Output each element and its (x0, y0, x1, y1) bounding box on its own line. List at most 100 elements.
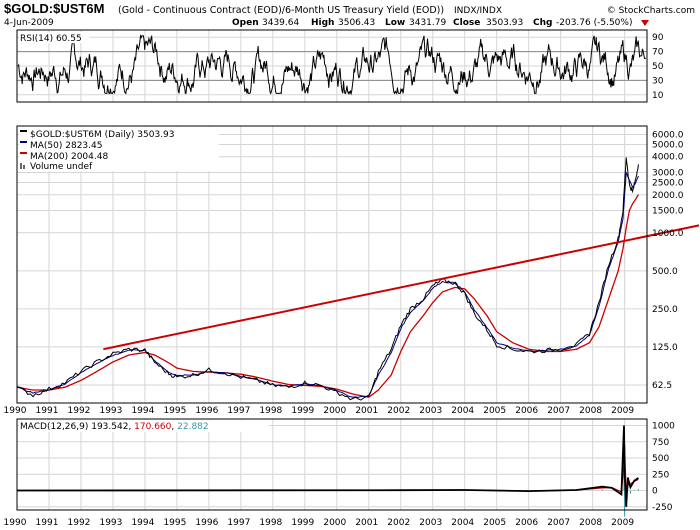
ma200-legend: MA(200) 2004.48 (30, 152, 108, 162)
x-tick-price-2000: 2000 (323, 406, 346, 416)
price-y-tick-125.0: 125.0 (652, 343, 678, 353)
x-tick-macd-2005: 2005 (483, 518, 506, 528)
price-y-tick-6000.0: 6000.0 (652, 130, 684, 140)
price-y-tick-3000.0: 3000.0 (652, 169, 684, 179)
macd-y-tick--250: -250 (652, 503, 673, 513)
x-tick-macd-1994: 1994 (131, 518, 154, 528)
x-tick-macd-1991: 1991 (36, 518, 59, 528)
price-y-tick-4000.0: 4000.0 (652, 153, 684, 163)
x-tick-price-2001: 2001 (355, 406, 378, 416)
x-tick-macd-1995: 1995 (163, 518, 186, 528)
rsi-legend: RSI(14) 60.55 (20, 34, 82, 44)
x-tick-macd-1999: 1999 (291, 518, 314, 528)
rsi-y-tick-10: 10 (652, 91, 664, 101)
ma50-legend: MA(50) 2823.45 (30, 141, 102, 151)
x-tick-macd-1997: 1997 (227, 518, 250, 528)
rsi-panel: 90 70 50 30 10 RSI(14) 60.55 (16, 29, 664, 103)
x-tick-price-2002: 2002 (387, 406, 410, 416)
price-frame (16, 125, 648, 404)
price-legend-swatch (20, 130, 27, 132)
macd-legend-signal: 170.660 (134, 422, 171, 432)
volume-legend-icon-2 (23, 165, 25, 169)
x-tick-price-1996: 1996 (195, 406, 218, 416)
x-tick-macd-2008: 2008 (579, 518, 602, 528)
x-tick-macd-2004: 2004 (451, 518, 474, 528)
macd-panel: 1000 750 500 250 0 -250 MACD(12,26,9) 193.542… (16, 418, 675, 517)
x-tick-macd-2009: 2009 (611, 518, 634, 528)
x-tick-price-1997: 1997 (227, 406, 250, 416)
x-tick-price-2009: 2009 (611, 406, 634, 416)
ma200-line (16, 194, 639, 398)
price-legend: $GOLD:$UST6M (Daily) 3503.93 (30, 130, 175, 140)
volume-legend: Volume undef (30, 162, 93, 172)
price-y-tick-1500.0: 1500.0 (652, 207, 684, 217)
price-line (16, 157, 639, 401)
macd-legend-hist: 22.882 (177, 422, 209, 432)
close-value: 3503.93 (486, 18, 523, 28)
price-legend-bg (19, 127, 219, 171)
macd-y-tick-500: 500 (652, 454, 669, 464)
x-tick-price-2007: 2007 (547, 406, 570, 416)
x-tick-price-2004: 2004 (451, 406, 474, 416)
x-tick-price-1998: 1998 (259, 406, 282, 416)
macd-y-tick-250: 250 (652, 470, 669, 480)
rsi-y-tick-30: 30 (652, 76, 664, 86)
ma200-legend-swatch (20, 152, 27, 154)
close-label: Close (453, 18, 480, 28)
high-value: 3506.43 (338, 18, 375, 28)
rsi-y-tick-50: 50 (652, 62, 664, 72)
x-tick-price-2006: 2006 (515, 406, 538, 416)
x-tick-price-1994: 1994 (131, 406, 154, 416)
x-tick-macd-1996: 1996 (195, 518, 218, 528)
macd-grid (16, 419, 647, 510)
macd-legend-macd: MACD(12,26,9) 193.542 (20, 422, 128, 432)
x-tick-macd-1993: 1993 (99, 518, 122, 528)
x-tick-price-1993: 1993 (99, 406, 122, 416)
x-tick-macd-2006: 2006 (515, 518, 538, 528)
price-y-tick-250.0: 250.0 (652, 305, 678, 315)
low-label: Low (385, 18, 405, 28)
x-tick-macd-2007: 2007 (547, 518, 570, 528)
date-label: 4-Jun-2009 (4, 18, 54, 28)
x-tick-macd-1998: 1998 (259, 518, 282, 528)
change-value: -203.76 (-5.50%) (556, 18, 632, 28)
x-tick-macd-2001: 2001 (355, 518, 378, 528)
trend-line (103, 224, 700, 351)
price-y-tick-62.5: 62.5 (652, 381, 672, 391)
price-y-tick-500.0: 500.0 (652, 267, 678, 277)
x-axis-macd: 1990 1991 1992 1993 1994 1995 1996 1997 1998 1999… (4, 518, 635, 528)
macd-y-axis: 1000 750 500 250 0 -250 (652, 422, 675, 513)
x-tick-price-2003: 2003 (419, 406, 442, 416)
x-tick-price-1990: 1990 (4, 406, 27, 416)
x-tick-macd-2000: 2000 (323, 518, 346, 528)
macd-y-tick-750: 750 (652, 438, 669, 448)
macd-signal-line (16, 444, 639, 498)
x-tick-price-1999: 1999 (291, 406, 314, 416)
x-tick-macd-1992: 1992 (68, 518, 91, 528)
rsi-y-tick-90: 90 (652, 33, 664, 43)
change-label: Chg (533, 18, 552, 28)
macd-line (16, 425, 639, 507)
macd-legend: MACD(12,26,9) 193.542, 170.660, 22.882 (20, 422, 209, 432)
high-label: High (311, 18, 334, 28)
x-tick-price-1992: 1992 (68, 406, 91, 416)
volume-legend-icon (20, 163, 22, 169)
x-tick-price-2005: 2005 (483, 406, 506, 416)
down-arrow-icon (641, 20, 649, 26)
x-tick-macd-2003: 2003 (419, 518, 442, 528)
price-y-tick-1000.0: 1000.0 (652, 229, 684, 239)
rsi-line (17, 34, 646, 96)
rsi-frame (16, 29, 648, 103)
price-y-tick-5000.0: 5000.0 (652, 140, 684, 150)
open-value: 3439.64 (262, 18, 299, 28)
x-tick-macd-2002: 2002 (387, 518, 410, 528)
low-value: 3431.79 (409, 18, 446, 28)
chart-header: $GOLD:$UST6M (Gold - Continuous Contract… (4, 1, 695, 28)
ma50-legend-swatch (20, 141, 27, 143)
x-tick-price-1991: 1991 (36, 406, 59, 416)
x-axis-price: 1990 1991 1992 1993 1994 1995 1996 1997 1998 1999… (4, 406, 635, 416)
watermark: © StockCharts.com (607, 6, 695, 16)
